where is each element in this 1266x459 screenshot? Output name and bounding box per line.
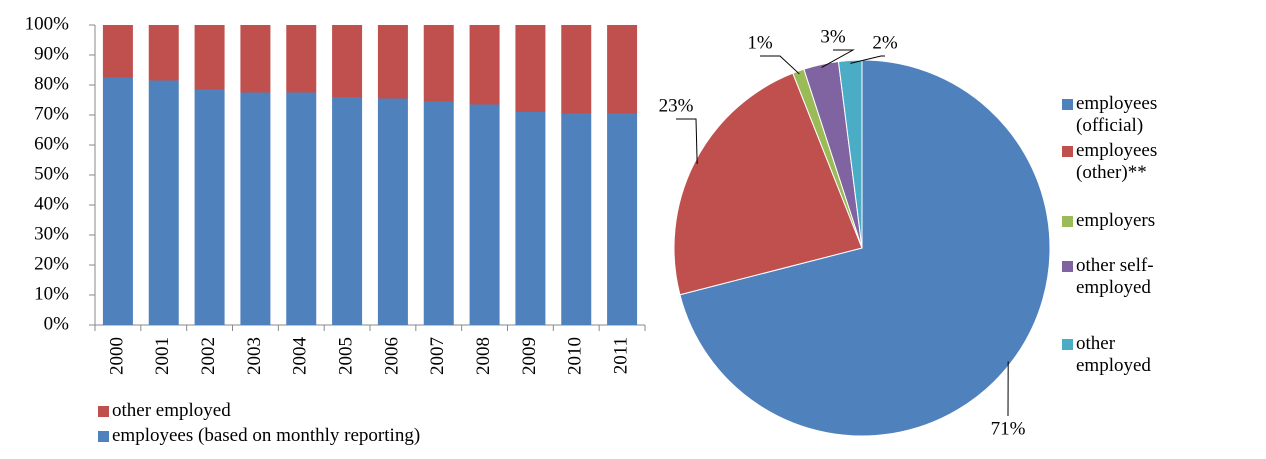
y-tick-label: 10% xyxy=(34,283,69,304)
bar-segment xyxy=(469,25,500,105)
bar-segment xyxy=(423,25,454,102)
y-tick-label: 100% xyxy=(25,13,70,34)
bar-segment xyxy=(286,25,317,93)
y-tick-label: 60% xyxy=(34,133,69,154)
pie-slice xyxy=(673,72,863,296)
legend-item: employers xyxy=(1062,210,1192,232)
legend-swatch xyxy=(98,431,109,442)
x-tick-label: 2000 xyxy=(106,337,127,375)
x-tick-label: 2005 xyxy=(335,337,356,375)
leader-line xyxy=(821,49,855,68)
data-label: 3% xyxy=(820,26,846,47)
legend-label: employees (based on monthly reporting) xyxy=(112,425,421,446)
y-tick-label: 80% xyxy=(34,73,69,94)
leader-line xyxy=(850,55,885,64)
x-tick-label: 2001 xyxy=(152,337,173,375)
bar-segment xyxy=(102,77,133,325)
legend-item: other employed xyxy=(1062,333,1192,377)
bar-segment xyxy=(102,25,133,78)
bar-segment xyxy=(561,113,592,325)
bar-segment xyxy=(377,25,408,99)
bar-segment xyxy=(332,97,363,325)
bar-segment xyxy=(194,25,225,90)
x-tick-label: 2009 xyxy=(519,337,540,375)
data-label: 1% xyxy=(747,32,773,53)
y-tick-label: 30% xyxy=(34,223,69,244)
legend-item: other self-employed xyxy=(1062,255,1192,299)
legend-swatch xyxy=(1062,146,1073,157)
x-tick-label: 2011 xyxy=(610,337,631,374)
bar-segment xyxy=(607,113,638,325)
bar-segment xyxy=(240,92,271,325)
legend-label: employers xyxy=(1076,210,1156,231)
leader-line xyxy=(676,118,698,165)
x-tick-label: 2006 xyxy=(381,337,402,375)
bar-segment xyxy=(515,25,546,112)
x-tick-label: 2002 xyxy=(198,337,219,375)
x-tick-label: 2003 xyxy=(244,337,265,375)
legend-label: employees (official) xyxy=(1076,93,1158,136)
y-tick-label: 0% xyxy=(44,313,70,334)
legend-item: employees (official) xyxy=(1062,93,1192,137)
bar-segment xyxy=(469,104,500,325)
x-tick-label: 2008 xyxy=(473,337,494,375)
y-tick-label: 70% xyxy=(34,103,69,124)
x-tick-label: 2004 xyxy=(290,337,311,376)
y-tick-label: 40% xyxy=(34,193,69,214)
bar-segment xyxy=(515,112,546,325)
bar-segment xyxy=(240,25,271,93)
legend-item: employees (based on monthly reporting) xyxy=(98,425,598,447)
legend-swatch xyxy=(1062,99,1073,110)
legend-item: employees (other)** xyxy=(1062,140,1192,184)
legend-swatch xyxy=(1062,339,1073,350)
legend-item: other employed xyxy=(98,400,598,422)
y-tick-label: 90% xyxy=(34,43,69,64)
data-label: 2% xyxy=(872,32,898,53)
legend-swatch xyxy=(1062,216,1073,227)
bar-segment xyxy=(607,25,638,114)
legend-label: other self-employed xyxy=(1076,255,1154,298)
bar-segment xyxy=(194,89,225,325)
data-label: 23% xyxy=(659,95,694,116)
x-tick-label: 2010 xyxy=(565,337,586,375)
bar-segment xyxy=(377,98,408,325)
bar-segment xyxy=(561,25,592,114)
bar-segment xyxy=(148,80,179,325)
data-label: 71% xyxy=(991,418,1026,439)
bar-segment xyxy=(286,92,317,325)
legend-label: other employed xyxy=(1076,333,1151,376)
y-tick-label: 50% xyxy=(34,163,69,184)
y-tick-label: 20% xyxy=(34,253,69,274)
leader-line xyxy=(760,55,800,75)
bar-segment xyxy=(148,25,179,81)
legend-label: employees (other)** xyxy=(1076,140,1158,183)
pie-slice xyxy=(679,59,1051,437)
bar-segment xyxy=(332,25,363,97)
legend-label: other employed xyxy=(112,400,231,421)
pie-slice xyxy=(837,59,863,249)
legend-swatch xyxy=(98,406,109,417)
bar-segment xyxy=(423,101,454,325)
legend-swatch xyxy=(1062,261,1073,272)
x-tick-label: 2007 xyxy=(427,337,448,375)
